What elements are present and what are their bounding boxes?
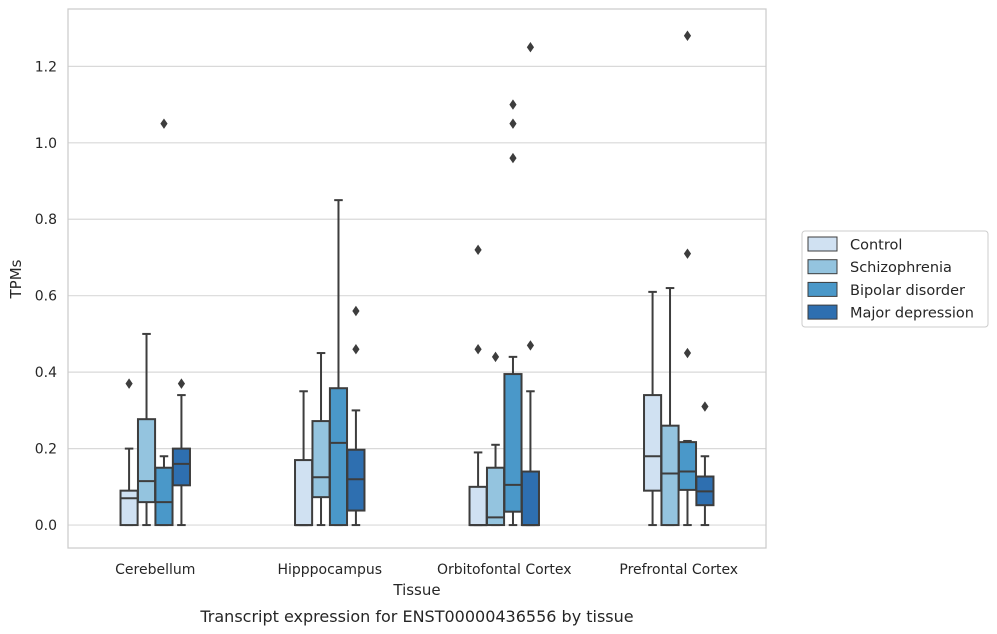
box-schizophrenia-orbitofontal-cortex xyxy=(485,351,506,527)
x-tick-label: Orbitofontal Cortex xyxy=(437,562,572,578)
y-tick-label: 0.4 xyxy=(35,365,57,381)
legend-swatch-schizophrenia xyxy=(807,259,838,275)
outlier-point xyxy=(177,378,186,389)
box-major-depression-prefrontal-cortex xyxy=(695,401,715,527)
y-tick-label: 0.2 xyxy=(35,442,57,458)
outlier-point xyxy=(683,347,692,359)
box-bipolar-disorder-prefrontal-cortex xyxy=(677,30,698,527)
outlier-point xyxy=(701,401,709,412)
outlier-point xyxy=(509,118,517,129)
series-schizophrenia xyxy=(136,287,680,527)
outlier-point xyxy=(474,344,482,355)
outlier-point xyxy=(352,344,360,355)
box-bipolar-disorder-cerebellum xyxy=(154,118,174,527)
x-tick-label: Cerebellum xyxy=(115,562,195,578)
y-axis-ticks: 0.0 0.2 0.4 0.6 0.8 1.0 1.2 xyxy=(35,59,57,534)
chart-caption: Transcript expression for ENST0000043655… xyxy=(199,607,633,626)
box-major-depression-cerebellum xyxy=(171,378,191,527)
box-control-prefrontal-cortex xyxy=(643,290,663,527)
legend-swatch-control xyxy=(807,236,838,252)
box-major-depression-orbitofontal-cortex xyxy=(520,42,540,527)
box-bipolar-disorder-hipppocampus xyxy=(328,199,349,527)
box-series-layer xyxy=(119,30,715,527)
outlier-point xyxy=(683,30,692,41)
legend-frame xyxy=(801,230,989,328)
outlier-point xyxy=(474,244,482,256)
box-iqr xyxy=(468,485,488,527)
box-iqr xyxy=(311,420,331,499)
box-iqr xyxy=(328,387,349,527)
outlier-point xyxy=(526,42,535,53)
box-control-hipppocampus xyxy=(294,390,314,527)
box-bipolar-disorder-orbitofontal-cortex xyxy=(503,99,523,527)
series-major-depression xyxy=(171,42,715,527)
box-major-depression-hipppocampus xyxy=(346,305,366,527)
outlier-point xyxy=(526,340,535,351)
y-tick-label: 0.0 xyxy=(35,518,57,534)
legend-label-bipolar-disorder: Bipolar disorder xyxy=(850,283,965,299)
outlier-point xyxy=(352,305,360,317)
outlier-point xyxy=(160,118,168,129)
box-iqr xyxy=(171,447,191,487)
outlier-point xyxy=(491,351,500,363)
plot-area-frame xyxy=(67,8,767,549)
legend-label-major-depression: Major depression xyxy=(850,306,974,322)
y-tick-label: 1.2 xyxy=(35,59,57,75)
x-axis-ticks: Cerebellum Hipppocampus Orbitofontal Corte… xyxy=(115,562,738,578)
box-schizophrenia-cerebellum xyxy=(136,332,157,527)
box-iqr xyxy=(503,373,523,513)
outlier-point xyxy=(509,99,517,110)
legend-label-control: Control xyxy=(850,238,902,254)
legend-label-schizophrenia: Schizophrenia xyxy=(850,260,952,276)
outlier-point xyxy=(509,152,517,164)
y-tick-label: 0.6 xyxy=(35,289,57,305)
box-control-cerebellum xyxy=(119,378,139,527)
box-iqr xyxy=(294,459,314,527)
x-tick-label: Hipppocampus xyxy=(277,562,382,578)
box-iqr xyxy=(119,489,139,527)
box-iqr xyxy=(643,394,663,492)
y-axis-title: TPMs xyxy=(7,259,25,299)
outlier-point xyxy=(125,378,133,389)
outlier-point xyxy=(683,248,692,259)
box-iqr xyxy=(520,470,540,527)
legend-swatch-bipolar-disorder xyxy=(807,281,838,297)
box-control-orbitofontal-cortex xyxy=(468,244,488,527)
x-tick-label: Prefrontal Cortex xyxy=(619,562,738,578)
box-iqr xyxy=(136,418,157,504)
box-schizophrenia-prefrontal-cortex xyxy=(660,287,680,527)
box-iqr xyxy=(660,424,680,527)
legend-swatch-major-depression xyxy=(807,304,838,320)
x-axis-title: Tissue xyxy=(392,581,440,599)
box-schizophrenia-hipppocampus xyxy=(311,352,331,527)
series-bipolar-disorder xyxy=(154,30,698,527)
box-iqr xyxy=(677,441,698,491)
box-iqr xyxy=(154,466,174,527)
y-tick-label: 0.8 xyxy=(35,212,57,228)
legend: Control Schizophrenia Bipolar disorder Majo… xyxy=(801,230,989,328)
series-control xyxy=(119,244,663,527)
y-tick-label: 1.0 xyxy=(35,136,57,152)
